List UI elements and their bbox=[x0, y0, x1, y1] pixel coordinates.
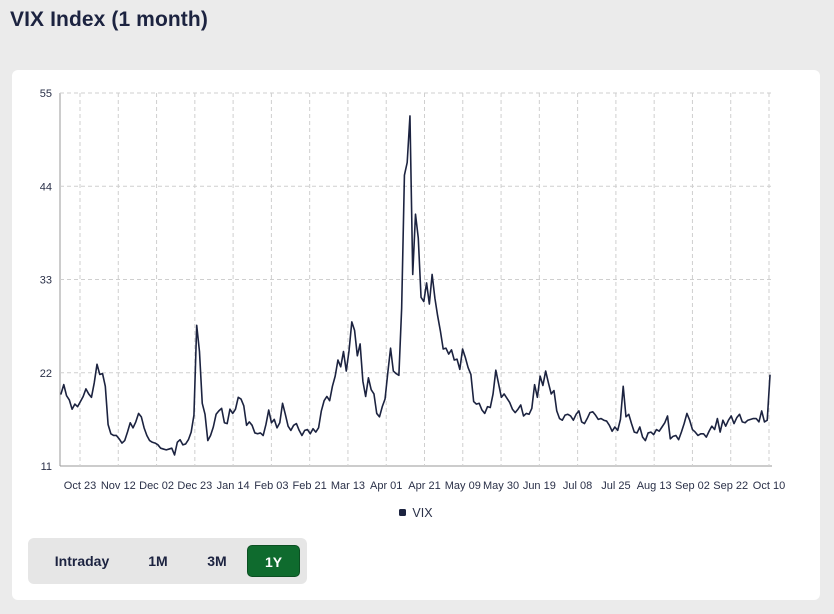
series-line-vix bbox=[60, 115, 771, 456]
y-axis-ticks: 11 22 33 44 55 bbox=[40, 88, 52, 473]
range-selector: Intraday 1M 3M 1Y bbox=[28, 538, 307, 584]
range-button-1m[interactable]: 1M bbox=[148, 553, 168, 569]
y-tick-label: 11 bbox=[41, 461, 52, 473]
y-tick-label: 22 bbox=[40, 368, 52, 380]
chart-card: 11 22 33 44 55 Oct 23 Nov 12 Dec 02 Dec 23 Jan 1… bbox=[12, 70, 820, 600]
chart-legend: VIX bbox=[12, 506, 820, 520]
x-tick-label: Jan 14 bbox=[217, 480, 250, 492]
x-axis-ticks: Oct 23 Nov 12 Dec 02 Dec 23 Jan 14 Feb 03 Feb … bbox=[64, 480, 785, 492]
range-button-1y[interactable]: 1Y bbox=[247, 545, 300, 577]
x-tick-label: Sep 02 bbox=[675, 480, 710, 492]
x-tick-label: Nov 12 bbox=[101, 480, 136, 492]
x-tick-label: Apr 01 bbox=[370, 480, 402, 492]
x-tick-label: Oct 10 bbox=[753, 480, 785, 492]
x-tick-label: Apr 21 bbox=[408, 480, 440, 492]
x-tick-label: Jul 25 bbox=[601, 480, 630, 492]
x-tick-label: Aug 13 bbox=[637, 480, 672, 492]
legend-label-vix: VIX bbox=[412, 506, 433, 520]
x-tick-label: May 09 bbox=[445, 480, 481, 492]
y-tick-label: 44 bbox=[40, 181, 52, 193]
y-tick-label: 55 bbox=[40, 88, 52, 100]
range-button-3m[interactable]: 3M bbox=[207, 553, 227, 569]
range-button-intraday[interactable]: Intraday bbox=[54, 553, 110, 569]
x-tick-label: Dec 02 bbox=[139, 480, 174, 492]
x-tick-label: Mar 13 bbox=[331, 480, 365, 492]
x-tick-label: Feb 03 bbox=[254, 480, 288, 492]
x-tick-label: Oct 23 bbox=[64, 480, 96, 492]
x-tick-label: Dec 23 bbox=[177, 480, 212, 492]
vix-line-chart: 11 22 33 44 55 Oct 23 Nov 12 Dec 02 Dec 23 Jan 1… bbox=[40, 88, 785, 492]
grid-lines bbox=[59, 92, 772, 467]
x-tick-label: Sep 22 bbox=[713, 480, 748, 492]
y-tick-label: 33 bbox=[40, 275, 52, 287]
legend-swatch-vix bbox=[399, 509, 407, 517]
x-tick-label: Jun 19 bbox=[523, 480, 556, 492]
x-tick-label: May 30 bbox=[483, 480, 519, 492]
x-tick-label: Feb 21 bbox=[293, 480, 327, 492]
series-layer bbox=[60, 115, 771, 456]
page-title: VIX Index (1 month) bbox=[10, 8, 208, 31]
x-tick-label: Jul 08 bbox=[563, 480, 592, 492]
